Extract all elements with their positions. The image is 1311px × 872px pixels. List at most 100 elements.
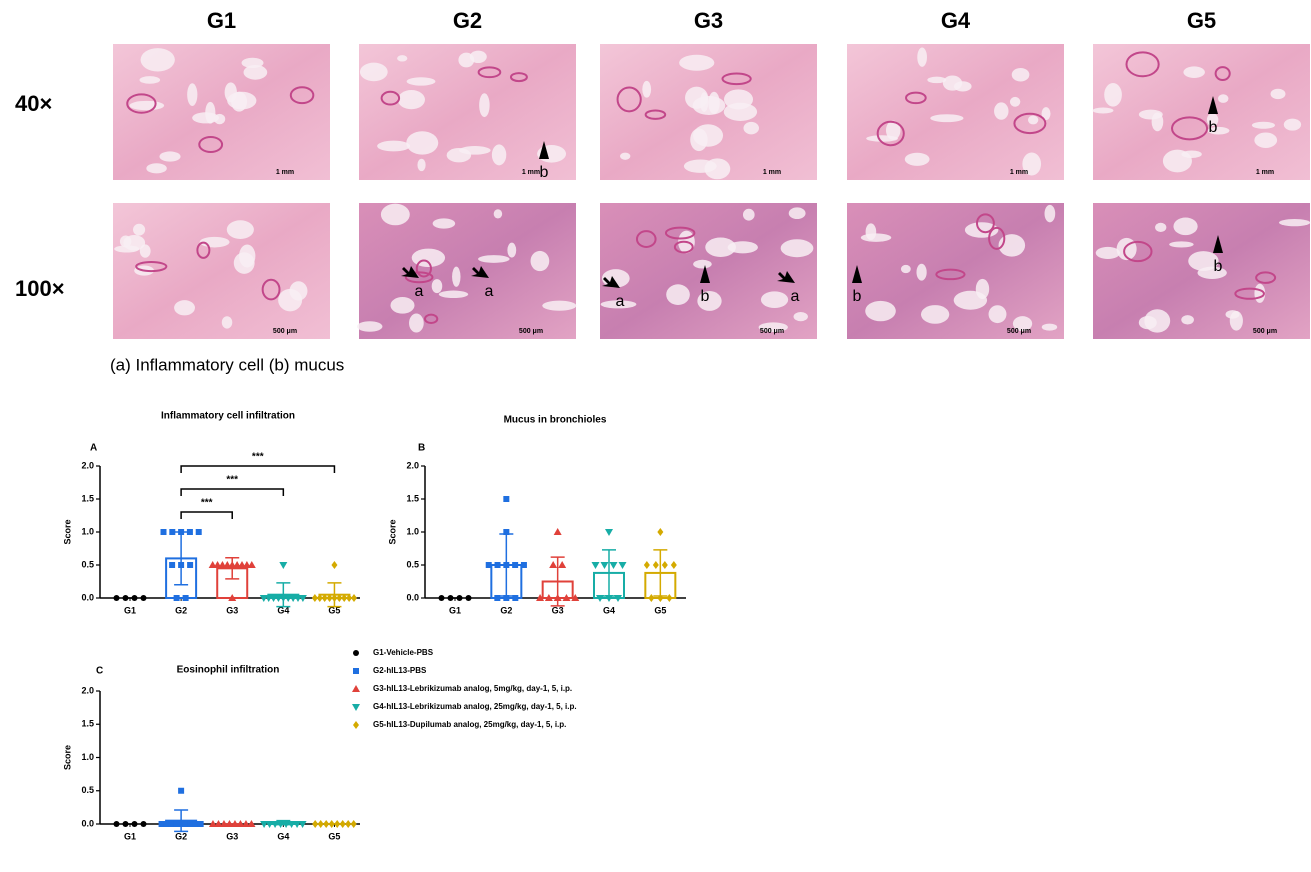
point (173, 595, 180, 601)
airspace (146, 163, 167, 174)
airspace (397, 90, 425, 110)
airspace (1027, 115, 1039, 125)
point (241, 820, 250, 827)
point (178, 529, 185, 535)
x-tick-label: G3 (226, 605, 238, 615)
point (323, 820, 330, 828)
x-tick-label: G2 (175, 605, 187, 615)
airspace (139, 76, 161, 84)
row-label: 40× (15, 91, 52, 116)
mark-label: a (485, 283, 494, 300)
airspace (1138, 109, 1163, 120)
point (351, 594, 357, 602)
mark-label: a (616, 293, 625, 310)
point (591, 562, 600, 569)
airspace (693, 124, 724, 147)
airspace (174, 300, 195, 316)
airspace (192, 112, 219, 124)
airspace (1217, 94, 1229, 103)
point (609, 562, 618, 569)
point (265, 821, 274, 828)
airspace (860, 233, 892, 242)
airspace (953, 81, 972, 92)
significance-bracket (180, 511, 233, 519)
column-label: G5 (1187, 8, 1216, 33)
y-tick-label: 2.0 (81, 685, 94, 695)
point (158, 821, 165, 827)
airspace (140, 48, 175, 72)
airspace (679, 54, 715, 71)
airspace (1254, 132, 1278, 148)
point (544, 594, 553, 601)
legend-label: G4-hIL13-Lebrikizumab analog, 25mg/kg, d… (373, 702, 577, 711)
airspace (1279, 219, 1311, 227)
vessel (198, 135, 224, 154)
point (247, 561, 256, 568)
point (503, 496, 510, 502)
y-axis-label: Score (387, 519, 397, 544)
point (298, 821, 307, 828)
mark-label: a (415, 283, 424, 300)
point (341, 594, 348, 602)
point (512, 562, 519, 568)
vessel (673, 240, 694, 254)
airspace (693, 259, 712, 269)
y-axis-label: Score (62, 745, 72, 770)
y-axis-label: Score (62, 519, 72, 544)
point (326, 594, 333, 602)
point (312, 820, 319, 828)
airspace (760, 291, 789, 309)
vessel (644, 109, 667, 120)
x-tick-label: G5 (328, 605, 340, 615)
point (438, 595, 445, 601)
airspace (479, 93, 490, 118)
vessel (289, 86, 315, 105)
point (230, 820, 239, 827)
y-tick-label: 1.5 (81, 493, 94, 503)
vessel (1123, 240, 1153, 263)
airspace (1188, 251, 1219, 271)
point (122, 821, 129, 827)
column-label: G1 (207, 8, 236, 33)
airspace (417, 158, 426, 172)
airspace (1104, 83, 1122, 107)
airspace (359, 62, 388, 82)
column-label: G4 (941, 8, 971, 33)
point (331, 561, 338, 569)
airspace (988, 305, 1007, 324)
airspace (438, 290, 469, 299)
airspace (139, 244, 151, 258)
vessel (135, 260, 168, 273)
row-label: 100× (15, 276, 65, 301)
mark-label: b (1214, 258, 1223, 275)
point (553, 528, 562, 535)
significance-label: *** (226, 475, 238, 486)
airspace (377, 140, 411, 152)
airspace (927, 76, 947, 84)
panel-label: A (90, 443, 97, 454)
airspace (1181, 315, 1194, 325)
scale-bar-label: 1 mm (763, 169, 781, 176)
point (219, 820, 228, 827)
legend-label: G3-hIL13-Lebrikizumab analog, 5mg/kg, da… (373, 684, 572, 693)
mark-label: b (853, 288, 862, 305)
point (131, 595, 138, 601)
airspace (780, 239, 814, 258)
airspace (642, 80, 652, 98)
airspace (432, 218, 456, 229)
airspace (1206, 113, 1219, 127)
scale-bar-label: 500 μm (760, 328, 784, 335)
y-tick-label: 0.0 (81, 592, 94, 602)
point (334, 820, 341, 828)
airspace (743, 121, 759, 135)
point (122, 595, 129, 601)
airspace (758, 322, 788, 333)
airspace (226, 220, 254, 239)
point (168, 821, 175, 827)
point (328, 820, 335, 828)
point (345, 820, 352, 828)
airspace (788, 207, 806, 220)
airspace (1041, 107, 1051, 121)
airspace (620, 152, 631, 160)
point (311, 594, 318, 602)
